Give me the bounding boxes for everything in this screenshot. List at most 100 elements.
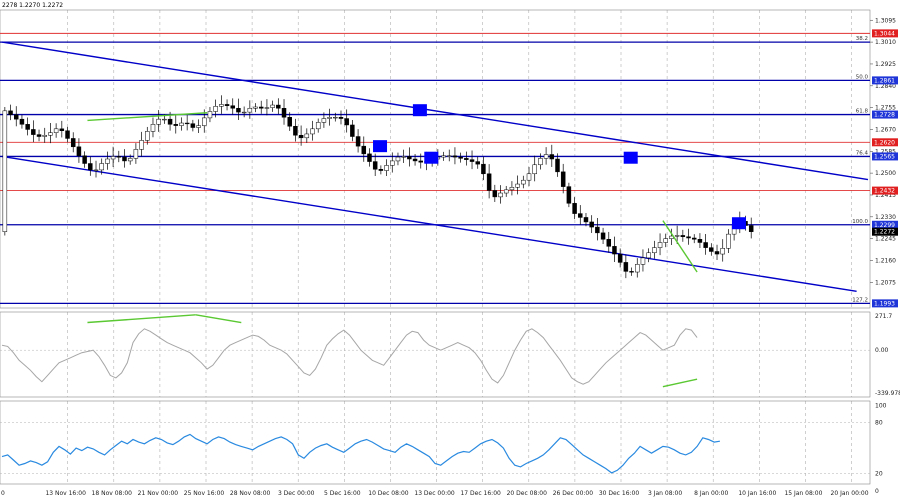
candle-body bbox=[538, 158, 543, 166]
candle-body bbox=[452, 155, 458, 158]
candle-body bbox=[207, 111, 213, 119]
candle-body bbox=[338, 117, 344, 119]
candle-body bbox=[344, 118, 349, 126]
candle-body bbox=[674, 235, 680, 237]
zone-marker bbox=[623, 151, 638, 164]
candle-body bbox=[481, 163, 486, 175]
time-tick-label: 28 Nov 08:00 bbox=[230, 490, 271, 497]
candle-body bbox=[99, 163, 104, 171]
channel-lines bbox=[1, 41, 869, 292]
price-tick-label: 1.2500 bbox=[875, 170, 896, 177]
time-tick-label: 10 Jan 16:00 bbox=[738, 490, 776, 497]
candle-body bbox=[110, 156, 116, 160]
candle-body bbox=[293, 125, 298, 136]
candle-body bbox=[179, 122, 184, 126]
candle-body bbox=[469, 159, 475, 162]
candle-body bbox=[629, 271, 634, 273]
candle-body bbox=[219, 104, 224, 107]
candle-body bbox=[367, 153, 372, 162]
candle-body bbox=[116, 156, 122, 158]
candle-body bbox=[184, 122, 190, 125]
candle-body bbox=[315, 122, 321, 130]
candle-body bbox=[236, 108, 241, 113]
time-axis[interactable]: 0 13 Nov 16:00 18 Nov 08:00 21 Nov 00:00 25 … bbox=[1, 490, 869, 497]
candle-body bbox=[304, 133, 310, 139]
candle-body bbox=[589, 221, 594, 228]
cci-divergence-line bbox=[662, 378, 698, 388]
candle-body bbox=[486, 173, 492, 191]
candle-body bbox=[395, 156, 401, 162]
candle-body bbox=[560, 171, 566, 187]
price-badge-label: 1.1993 bbox=[874, 300, 895, 307]
price-badge bbox=[872, 138, 898, 147]
candle-body bbox=[276, 104, 281, 109]
candle-body bbox=[321, 118, 327, 123]
candle-body bbox=[230, 105, 235, 109]
candle-body bbox=[532, 164, 537, 175]
price-badge-label: 1.2620 bbox=[874, 139, 895, 146]
candle-body bbox=[298, 134, 304, 139]
candle-body bbox=[458, 156, 463, 159]
candle-body bbox=[720, 248, 725, 255]
candle-body bbox=[543, 154, 549, 159]
candle-body bbox=[418, 160, 424, 163]
price-tick-label: 1.2840 bbox=[875, 83, 896, 90]
candle-body bbox=[327, 117, 332, 119]
candle-body bbox=[19, 118, 25, 125]
candle-body bbox=[401, 156, 406, 158]
candle-body bbox=[709, 247, 714, 252]
cci-line bbox=[1, 328, 698, 385]
candle-body bbox=[492, 190, 498, 198]
price-candles bbox=[2, 95, 754, 279]
zone-marker bbox=[412, 104, 427, 117]
candle-body bbox=[640, 257, 646, 265]
candle-body bbox=[88, 163, 93, 171]
candle-body bbox=[224, 104, 230, 106]
candle-body bbox=[663, 238, 668, 243]
time-tick-label: 20 Dec 08:00 bbox=[507, 490, 548, 497]
candle-body bbox=[93, 169, 99, 171]
candle-body bbox=[270, 104, 275, 108]
candle-body bbox=[31, 129, 36, 135]
candle-body bbox=[412, 158, 418, 162]
candle-body bbox=[686, 236, 691, 239]
cci-divergence-line bbox=[87, 314, 196, 324]
candle-body bbox=[600, 232, 606, 240]
current-price-label: 1.2272 bbox=[874, 229, 895, 236]
candle-body bbox=[521, 179, 526, 185]
price-badge bbox=[872, 220, 898, 229]
candle-body bbox=[139, 140, 144, 150]
candle-body bbox=[213, 106, 218, 112]
price-tick-label: 1.3010 bbox=[875, 39, 896, 46]
candle-body bbox=[509, 187, 515, 191]
candle-body bbox=[133, 149, 139, 159]
current-price-badge bbox=[872, 227, 898, 236]
price-divergence-line bbox=[87, 112, 208, 122]
candle-body bbox=[70, 138, 76, 148]
candle-body bbox=[13, 114, 19, 120]
time-tick-label: 8 Jan 00:00 bbox=[694, 490, 728, 497]
time-tick-label: 3 Jan 08:00 bbox=[648, 490, 682, 497]
candle-body bbox=[623, 262, 629, 272]
price-badge-label: 1.2299 bbox=[874, 222, 895, 229]
candle-body bbox=[25, 124, 30, 130]
candle-body bbox=[498, 192, 503, 198]
candle-body bbox=[355, 136, 361, 147]
rsi-tick-label: 20 bbox=[875, 471, 883, 478]
candle-body bbox=[48, 132, 53, 136]
candle-body bbox=[566, 186, 572, 204]
candle-body bbox=[549, 154, 555, 160]
trend-channel-line bbox=[1, 155, 857, 292]
price-badge bbox=[872, 299, 898, 308]
price-badge bbox=[872, 110, 898, 119]
candle-body bbox=[167, 118, 173, 125]
candle-body bbox=[390, 160, 395, 166]
candle-body bbox=[82, 155, 87, 164]
cci-tick-label: -339.978 bbox=[875, 390, 900, 397]
candle-body bbox=[65, 130, 70, 139]
price-badge-label: 1.2432 bbox=[874, 188, 895, 195]
price-axis[interactable]: 1.3095 1.3010 1.2925 1.2840 1.2755 1.2670 1.25… bbox=[870, 17, 900, 495]
price-tick-label: 1.2925 bbox=[875, 61, 896, 68]
time-tick-label: 25 Nov 16:00 bbox=[184, 490, 225, 497]
candle-body bbox=[350, 124, 355, 137]
